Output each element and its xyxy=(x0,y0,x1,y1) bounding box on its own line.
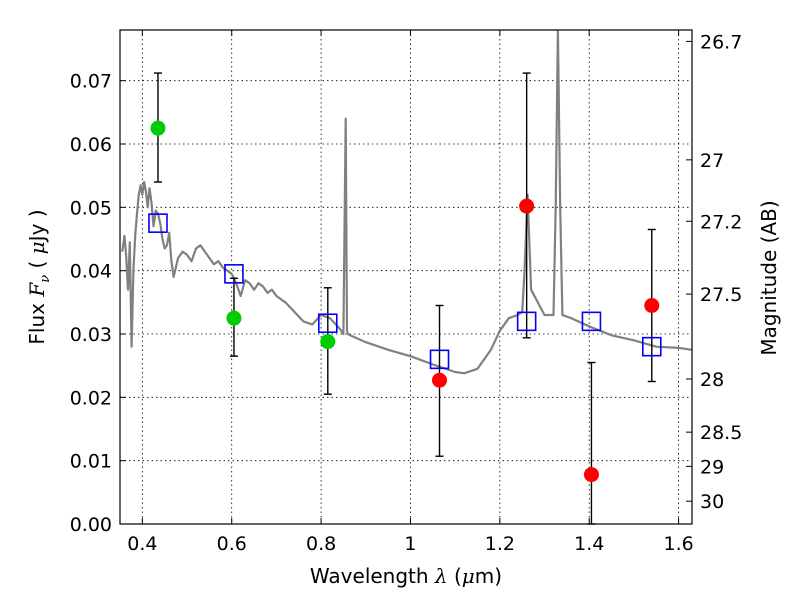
y2-tick-label: 28.5 xyxy=(700,422,742,444)
errorbar-layer xyxy=(153,72,656,525)
x-tick-label: 1.2 xyxy=(485,533,515,555)
low-significance-point xyxy=(432,372,448,388)
y2-tick-label: 26.7 xyxy=(700,31,742,53)
y2-tick-label: 27 xyxy=(700,150,724,172)
model-flux-square xyxy=(581,311,602,332)
y-tick-label: 0.01 xyxy=(70,451,112,473)
x-tick-label: 1 xyxy=(404,533,416,555)
marker-layer xyxy=(148,120,662,483)
x-tick-label: 0.6 xyxy=(217,533,247,555)
x-tick-label: 0.4 xyxy=(127,533,157,555)
y2-tick-label: 30 xyxy=(700,491,724,513)
grid xyxy=(120,30,692,525)
y-tick-label: 0.02 xyxy=(70,387,112,409)
y-axis-label: Flux Fν ( μJy ) xyxy=(25,209,53,344)
y-tick-label: 0.07 xyxy=(70,71,112,93)
detection-point xyxy=(226,310,242,326)
y-tick-label: 0.05 xyxy=(70,197,112,219)
detection-point xyxy=(150,120,166,136)
y2-tick-label: 29 xyxy=(700,456,724,478)
y-tick-label: 0.06 xyxy=(70,134,112,156)
plot-frame xyxy=(119,29,693,525)
x-tick-label: 1.4 xyxy=(574,533,604,555)
low-significance-point xyxy=(644,298,660,313)
x-tick-label: 0.8 xyxy=(306,533,336,555)
model-flux-square xyxy=(148,213,168,233)
template-spectrum-layer xyxy=(121,30,692,375)
y2-axis-label: Magnitude (AB) xyxy=(757,200,781,355)
x-tick-label: 1.6 xyxy=(663,533,693,555)
detection-point xyxy=(320,334,336,350)
y2-tick-label: 28 xyxy=(700,369,724,391)
template-spectrum-line xyxy=(121,30,692,375)
model-flux-square xyxy=(317,313,338,334)
y-tick-label: 0.04 xyxy=(70,261,112,283)
model-flux-square xyxy=(224,264,244,284)
y-tick-label: 0.00 xyxy=(70,514,112,536)
x-axis-label: Wavelength λ (μm) xyxy=(310,564,502,588)
y2-tick-label: 27.5 xyxy=(700,284,742,306)
y-tick-label: 0.03 xyxy=(70,324,112,346)
model-flux-square xyxy=(641,336,662,357)
low-significance-point xyxy=(583,467,599,483)
low-significance-point xyxy=(519,198,535,214)
model-flux-square xyxy=(516,311,537,332)
y2-tick-label: 27.2 xyxy=(700,211,742,233)
model-flux-square xyxy=(429,349,450,370)
axis-ticks: 0.4 0.6 0.8 1 1.2 1.4 1.6 0.00 0.01 0.02 0.03 0.04 0… xyxy=(70,30,742,555)
